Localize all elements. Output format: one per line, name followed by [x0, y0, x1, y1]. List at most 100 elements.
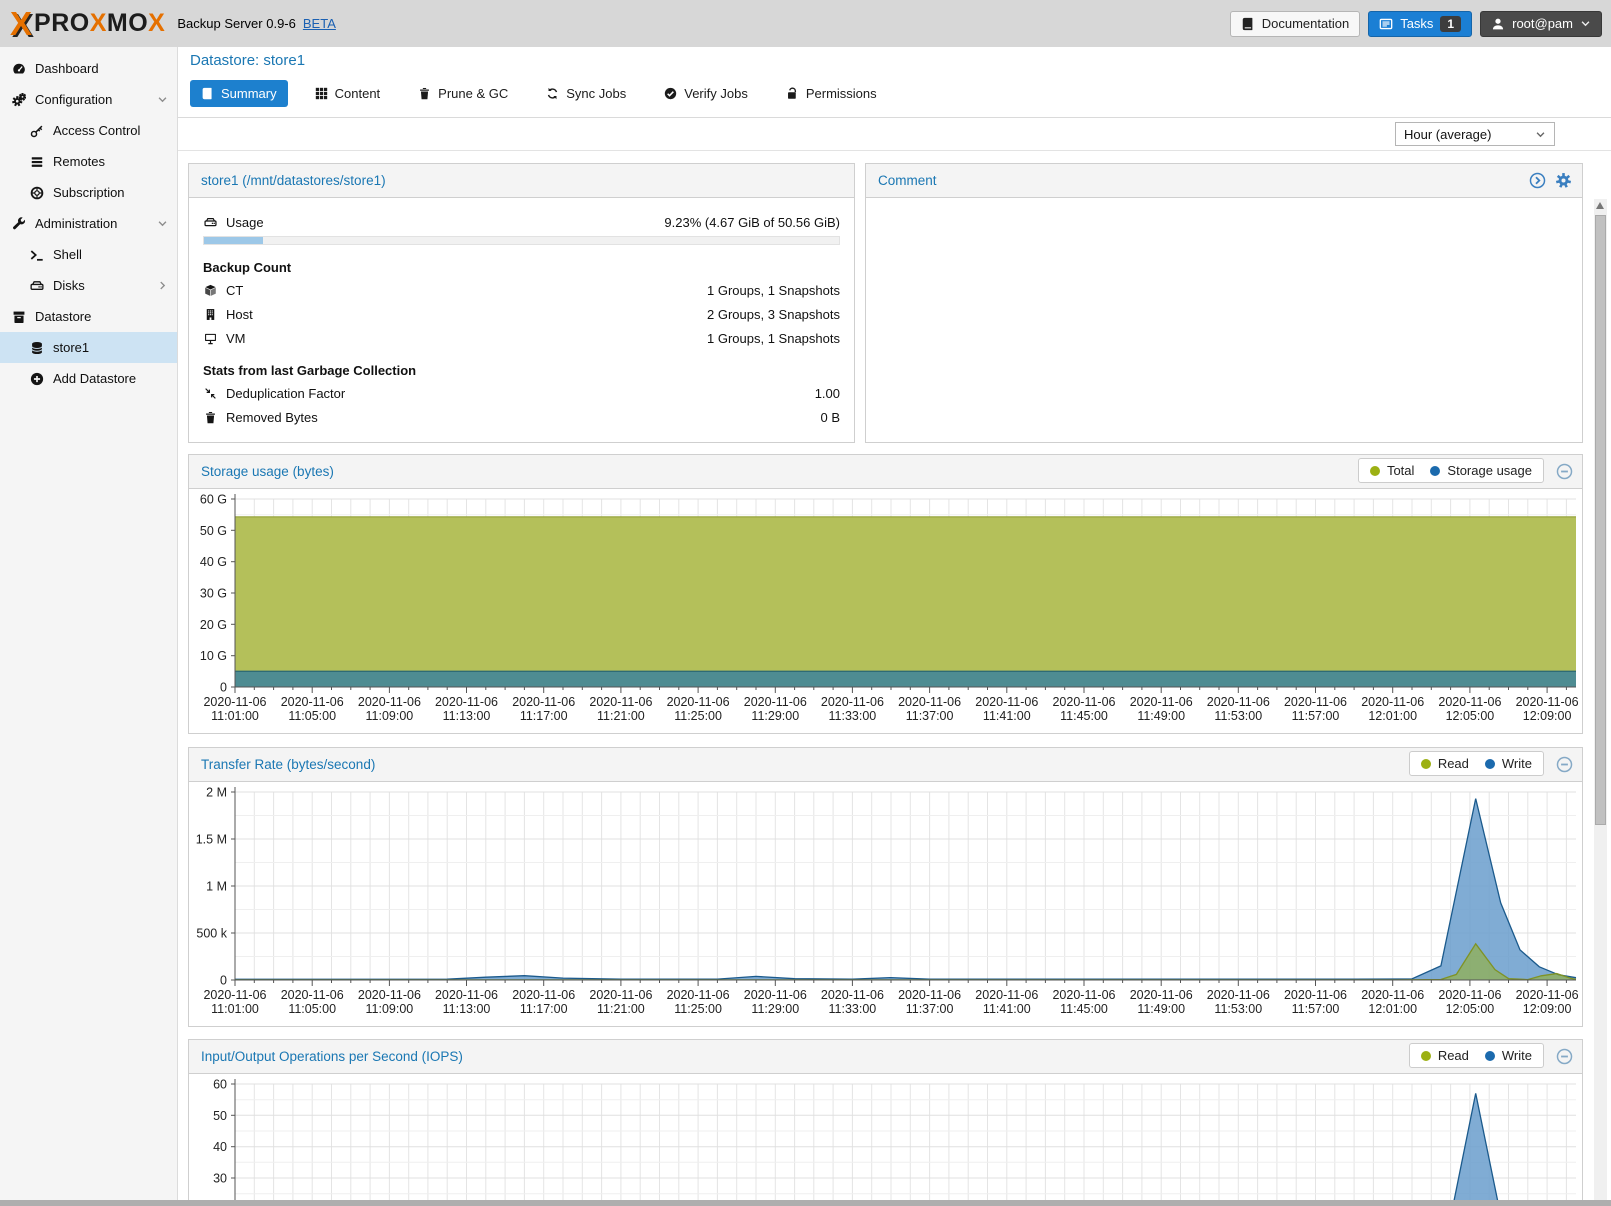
backup-count-heading: Backup Count [203, 259, 292, 275]
svg-text:11:29:00: 11:29:00 [751, 1002, 799, 1016]
svg-text:11:37:00: 11:37:00 [906, 1002, 954, 1016]
documentation-button[interactable]: Documentation [1229, 10, 1361, 37]
svg-text:30 G: 30 G [200, 587, 227, 601]
svg-text:12:05:00: 12:05:00 [1446, 1002, 1495, 1016]
tab-verify-jobs[interactable]: Verify Jobs [653, 80, 759, 107]
chevron-right-icon[interactable] [157, 280, 168, 291]
plus-circle-icon [28, 372, 45, 386]
book-icon [1241, 17, 1255, 31]
legend-label: Storage usage [1447, 463, 1532, 478]
legend-label: Write [1501, 756, 1532, 771]
sidebar-item-administration[interactable]: Administration [0, 208, 177, 239]
chevron-down-icon [1580, 18, 1591, 29]
svg-text:2020-11-06: 2020-11-06 [1361, 988, 1424, 1002]
legend-item-storage-usage[interactable]: Storage usage [1430, 463, 1532, 478]
chevron-down-icon[interactable] [157, 218, 168, 229]
legend-item-total[interactable]: Total [1369, 463, 1414, 478]
svg-text:11:49:00: 11:49:00 [1137, 709, 1185, 723]
comment-body [866, 198, 1582, 442]
tabbar-divider [178, 117, 1611, 118]
summary-toolbar: Hour (average) [178, 118, 1611, 151]
legend-item-write[interactable]: Write [1484, 1048, 1532, 1063]
svg-text:11:37:00: 11:37:00 [906, 709, 954, 723]
iops-chart-header: Input/Output Operations per Second (IOPS… [189, 1040, 1582, 1074]
summary-row-ct: CT 1 Groups, 1 Snapshots [203, 280, 840, 300]
sidebar-item-configuration[interactable]: Configuration [0, 84, 177, 115]
svg-text:11:57:00: 11:57:00 [1292, 1002, 1340, 1016]
sidebar-item-access-control[interactable]: Access Control [0, 115, 177, 146]
svg-text:10 G: 10 G [200, 649, 227, 663]
svg-text:11:33:00: 11:33:00 [829, 1002, 877, 1016]
documentation-button-label: Documentation [1261, 16, 1350, 31]
svg-text:2020-11-06: 2020-11-06 [1516, 988, 1579, 1002]
tab-permissions[interactable]: Permissions [775, 80, 888, 107]
legend-dot [1420, 758, 1431, 769]
datastore-summary-title: store1 (/mnt/datastores/store1) [201, 173, 386, 188]
collapse-chart-icon[interactable] [1556, 463, 1573, 480]
tasks-list-icon [1379, 17, 1393, 31]
svg-text:11:05:00: 11:05:00 [288, 709, 336, 723]
legend-item-write[interactable]: Write [1484, 756, 1532, 771]
comment-header: Comment [866, 164, 1582, 198]
datastore-summary-body: Usage 9.23% (4.67 GiB of 50.56 GiB) Back… [189, 198, 854, 427]
row-label: Host [226, 306, 253, 322]
transfer-rate-chart-title: Transfer Rate (bytes/second) [201, 757, 376, 772]
expand-circle-icon[interactable] [1529, 172, 1546, 189]
storage-usage-chart-panel: Storage usage (bytes) Total Storage usage… [188, 454, 1583, 734]
tab-prune-gc[interactable]: Prune & GC [407, 80, 519, 107]
collapse-chart-icon[interactable] [1556, 756, 1573, 773]
sidebar-item-datastore[interactable]: Datastore [0, 301, 177, 332]
svg-text:0: 0 [220, 974, 227, 988]
sidebar-item-subscription[interactable]: Subscription [0, 177, 177, 208]
main-area: Datastore: store1 Summary Content Prune & … [178, 47, 1611, 1206]
sidebar-item-shell[interactable]: Shell [0, 239, 177, 270]
legend-dot [1484, 1050, 1495, 1061]
sidebar-nav: Dashboard Configuration Access Control Remo… [0, 47, 178, 1206]
grid-icon [315, 87, 328, 100]
vertical-scrollbar[interactable] [1594, 199, 1607, 1206]
sidebar-item-add-datastore[interactable]: Add Datastore [0, 363, 177, 394]
legend-item-read[interactable]: Read [1420, 756, 1469, 771]
row-value: 1 Groups, 1 Snapshots [707, 330, 840, 346]
datastore-summary-panel: store1 (/mnt/datastores/store1) Usage 9.… [188, 163, 855, 443]
tab-sync-jobs[interactable]: Sync Jobs [535, 80, 637, 107]
svg-text:2020-11-06: 2020-11-06 [898, 988, 961, 1002]
legend-item-read[interactable]: Read [1420, 1048, 1469, 1063]
storage-usage-chart-header: Storage usage (bytes) Total Storage usage [189, 455, 1582, 489]
sidebar-item-label: Datastore [35, 309, 92, 324]
legend-label: Read [1437, 756, 1469, 771]
lifering-icon [28, 186, 45, 200]
collapse-chart-icon[interactable] [1556, 1048, 1573, 1065]
chevron-down-icon[interactable] [157, 94, 168, 105]
proxmox-wordmark: PROXMOX [34, 9, 166, 37]
time-range-select[interactable]: Hour (average) [1395, 122, 1555, 146]
svg-text:11:29:00: 11:29:00 [751, 709, 799, 723]
archive-icon [10, 310, 27, 324]
svg-text:12:01:00: 12:01:00 [1368, 1002, 1417, 1016]
beta-link[interactable]: BETA [302, 16, 336, 31]
svg-text:2020-11-06: 2020-11-06 [589, 988, 652, 1002]
svg-text:11:45:00: 11:45:00 [1060, 1002, 1108, 1016]
page-title: Datastore: store1 [190, 52, 306, 69]
tab-content[interactable]: Content [304, 80, 392, 107]
top-bar: X PROXMOX Backup Server 0.9-6 BETA Docum… [0, 0, 1611, 47]
svg-text:11:05:00: 11:05:00 [288, 1002, 336, 1016]
scrollbar-thumb[interactable] [1595, 215, 1606, 825]
svg-text:11:53:00: 11:53:00 [1214, 709, 1262, 723]
tasks-button[interactable]: Tasks 1 [1368, 10, 1473, 37]
sidebar-item-store1[interactable]: store1 [0, 332, 177, 363]
user-menu-button[interactable]: root@pam [1480, 10, 1602, 37]
storage-usage-chart: 010 G20 G30 G40 G50 G60 G2020-11-0611:01… [200, 493, 1579, 724]
tab-summary[interactable]: Summary [190, 80, 288, 107]
svg-text:2020-11-06: 2020-11-06 [358, 695, 421, 709]
sidebar-item-disks[interactable]: Disks [0, 270, 177, 301]
svg-text:1.5 M: 1.5 M [196, 833, 227, 847]
scroll-up-arrow-icon[interactable] [1596, 202, 1604, 209]
svg-text:2020-11-06: 2020-11-06 [1284, 988, 1347, 1002]
sidebar-item-remotes[interactable]: Remotes [0, 146, 177, 177]
gear-icon[interactable] [1555, 172, 1572, 189]
svg-text:30: 30 [213, 1172, 227, 1186]
sidebar-item-dashboard[interactable]: Dashboard [0, 53, 177, 84]
svg-text:2020-11-06: 2020-11-06 [975, 988, 1038, 1002]
svg-text:11:21:00: 11:21:00 [597, 709, 645, 723]
